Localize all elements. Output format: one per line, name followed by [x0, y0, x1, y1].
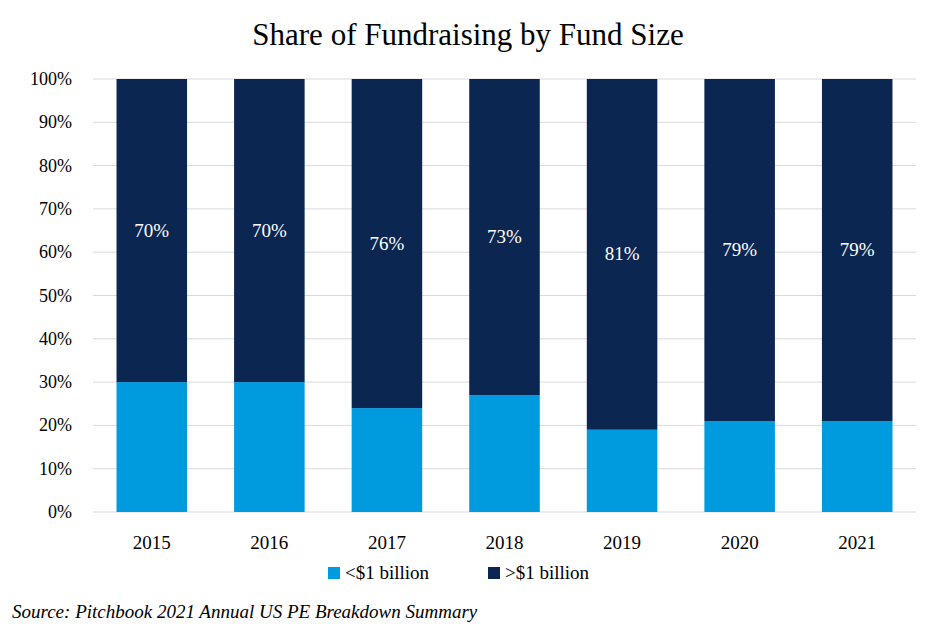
legend: <$1 billion >$1 billion: [328, 562, 590, 583]
x-tick-label: 2021: [838, 532, 876, 553]
y-tick-label: 40%: [39, 329, 72, 349]
y-tick-label: 10%: [39, 459, 72, 479]
legend-label: <$1 billion: [345, 562, 430, 583]
x-tick-label: 2016: [250, 532, 288, 553]
bar: [352, 408, 423, 512]
chart-root: Share of Fundraising by Fund Size 0% 10% 20…: [0, 0, 936, 633]
bar: [117, 79, 188, 382]
legend-label: >$1 billion: [505, 562, 590, 583]
legend-swatch: [488, 567, 500, 579]
y-tick-label: 100%: [30, 69, 72, 89]
chart: Share of Fundraising by Fund Size 0% 10% 20…: [0, 0, 936, 633]
y-tick-label: 30%: [39, 372, 72, 392]
bar: [822, 421, 893, 512]
x-tick-label: 2017: [368, 532, 406, 553]
y-tick-label: 20%: [39, 415, 72, 435]
data-labels: 70% 70% 76% 73% 81% 79% 79%: [134, 220, 874, 265]
y-tick-label: 70%: [39, 199, 72, 219]
y-tick-label: 60%: [39, 242, 72, 262]
source: Source: Pitchbook 2021 Annual US PE Brea…: [12, 601, 478, 622]
y-tick-label: 80%: [39, 156, 72, 176]
legend-swatch: [328, 567, 340, 579]
data-label: 73%: [487, 226, 522, 247]
grid: [93, 79, 916, 512]
data-label: 81%: [605, 243, 640, 264]
bar: [234, 79, 305, 382]
bar: [704, 421, 775, 512]
data-label: 76%: [370, 233, 405, 254]
data-label: 70%: [134, 220, 169, 241]
data-label: 79%: [840, 239, 875, 260]
bar: [469, 79, 540, 395]
x-tick-label: 2019: [603, 532, 641, 553]
bar: [587, 430, 658, 512]
y-tick-label: 90%: [39, 112, 72, 132]
bar: [117, 382, 188, 512]
bar: [469, 395, 540, 512]
y-tick-label: 50%: [39, 286, 72, 306]
bar: [352, 79, 423, 408]
data-label: 70%: [252, 220, 287, 241]
y-tick-label: 0%: [48, 502, 72, 522]
bars: [117, 79, 893, 512]
bar: [587, 79, 658, 430]
bar: [234, 382, 305, 512]
bar: [822, 79, 893, 421]
x-tick-label: 2018: [486, 532, 524, 553]
title: Share of Fundraising by Fund Size: [252, 17, 683, 52]
x-tick-label: 2020: [721, 532, 759, 553]
bar: [704, 79, 775, 421]
data-label: 79%: [722, 239, 757, 260]
x-tick-label: 2015: [133, 532, 171, 553]
